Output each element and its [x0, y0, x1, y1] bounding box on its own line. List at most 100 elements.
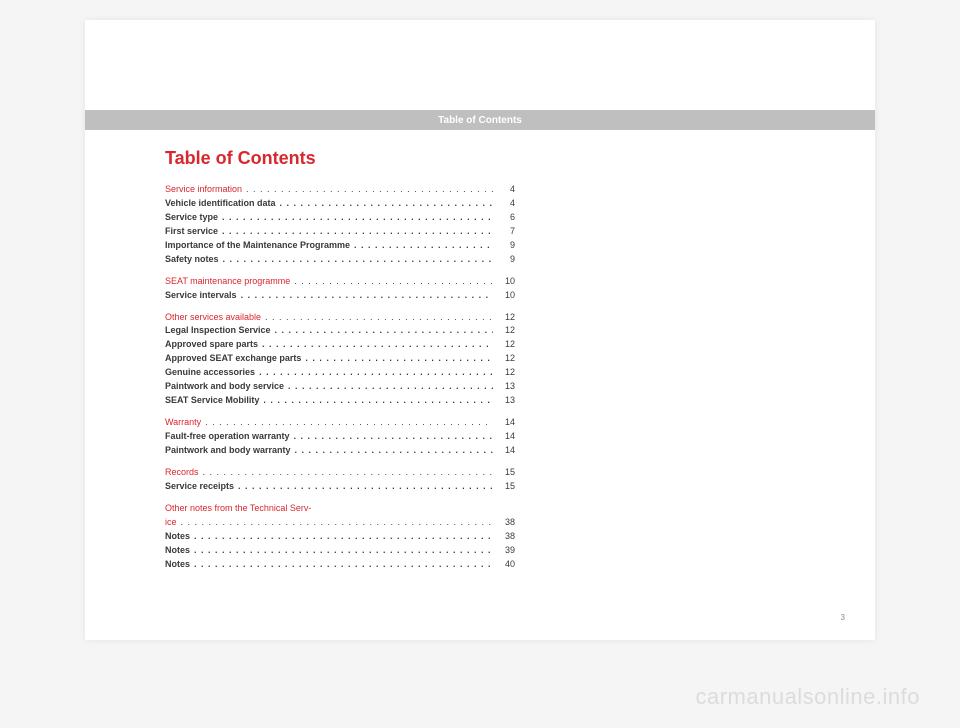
toc-dots: . . . . . . . . . . . . . . . . . . . . … [177, 516, 493, 530]
toc-row: Vehicle identification data. . . . . . .… [165, 197, 515, 211]
toc-row: Legal Inspection Service. . . . . . . . … [165, 324, 515, 338]
toc-label: Legal Inspection Service [165, 324, 271, 338]
toc-label: SEAT Service Mobility [165, 394, 259, 408]
toc-dots: . . . . . . . . . . . . . . . . . . . . … [259, 394, 493, 408]
toc-dots: . . . . . . . . . . . . . . . . . . . . … [290, 275, 493, 289]
toc-row: Warranty. . . . . . . . . . . . . . . . … [165, 416, 515, 430]
toc-dots: . . . . . . . . . . . . . . . . . . . . … [261, 311, 493, 325]
toc-page: 12 [493, 366, 515, 380]
toc-row: Paintwork and body warranty. . . . . . .… [165, 444, 515, 458]
page-number: 3 [841, 613, 845, 622]
toc-row: Records. . . . . . . . . . . . . . . . .… [165, 466, 515, 480]
watermark: carmanualsonline.info [695, 684, 920, 710]
toc-dots: . . . . . . . . . . . . . . . . . . . . … [237, 289, 493, 303]
toc-label: Fault-free operation warranty [165, 430, 290, 444]
toc-page: 10 [493, 275, 515, 289]
toc-page: 38 [493, 516, 515, 530]
toc-row: Notes. . . . . . . . . . . . . . . . . .… [165, 530, 515, 544]
toc-dots: . . . . . . . . . . . . . . . . . . . . … [190, 558, 493, 572]
toc-dots: . . . . . . . . . . . . . . . . . . . . … [291, 444, 493, 458]
toc-row: Fault-free operation warranty. . . . . .… [165, 430, 515, 444]
section-gap [165, 303, 515, 311]
toc-dots: . . . . . . . . . . . . . . . . . . . . … [284, 380, 493, 394]
header-bar: Table of Contents [85, 110, 875, 130]
toc-row: Approved spare parts. . . . . . . . . . … [165, 338, 515, 352]
toc-row: Service receipts. . . . . . . . . . . . … [165, 480, 515, 494]
toc-label: Genuine accessories [165, 366, 255, 380]
toc-page: 12 [493, 311, 515, 325]
header-title: Table of Contents [438, 115, 522, 126]
toc-page: 15 [493, 480, 515, 494]
toc-label: Paintwork and body service [165, 380, 284, 394]
toc-dots: . . . . . . . . . . . . . . . . . . . . … [276, 197, 493, 211]
toc-body: Service information. . . . . . . . . . .… [165, 183, 515, 571]
toc-row: Importance of the Maintenance Programme.… [165, 239, 515, 253]
toc-page: 15 [493, 466, 515, 480]
toc-page: 14 [493, 416, 515, 430]
toc-dots: . . . . . . . . . . . . . . . . . . . . … [234, 480, 493, 494]
toc-label: Other notes from the Technical Serv- [165, 502, 311, 516]
toc-dots: . . . . . . . . . . . . . . . . . . . . … [290, 430, 493, 444]
page-title: Table of Contents [165, 148, 515, 169]
toc-page: 38 [493, 530, 515, 544]
toc-label: First service [165, 225, 218, 239]
toc-row: ice. . . . . . . . . . . . . . . . . . .… [165, 516, 515, 530]
toc-dots: . . . . . . . . . . . . . . . . . . . . … [255, 366, 493, 380]
toc-content: Table of Contents Service information. .… [85, 130, 515, 571]
toc-row: Notes. . . . . . . . . . . . . . . . . .… [165, 558, 515, 572]
toc-row: Approved SEAT exchange parts. . . . . . … [165, 352, 515, 366]
toc-label: Importance of the Maintenance Programme [165, 239, 350, 253]
toc-row: Notes. . . . . . . . . . . . . . . . . .… [165, 544, 515, 558]
toc-row: Other services available. . . . . . . . … [165, 311, 515, 325]
toc-page: 39 [493, 544, 515, 558]
toc-label: Service type [165, 211, 218, 225]
toc-label: Warranty [165, 416, 201, 430]
toc-row: SEAT maintenance programme. . . . . . . … [165, 275, 515, 289]
toc-label: Approved SEAT exchange parts [165, 352, 301, 366]
toc-label: Service intervals [165, 289, 237, 303]
toc-label: Safety notes [165, 253, 219, 267]
toc-page: 12 [493, 338, 515, 352]
toc-label: Approved spare parts [165, 338, 258, 352]
toc-label: Notes [165, 544, 190, 558]
toc-label: ice [165, 516, 177, 530]
toc-page: 9 [493, 239, 515, 253]
toc-page: 10 [493, 289, 515, 303]
toc-dots: . . . . . . . . . . . . . . . . . . . . … [271, 324, 493, 338]
toc-page: 13 [493, 380, 515, 394]
top-spacer [85, 20, 875, 65]
toc-page: 40 [493, 558, 515, 572]
toc-page: 14 [493, 444, 515, 458]
section-gap [165, 494, 515, 502]
toc-row: Service type. . . . . . . . . . . . . . … [165, 211, 515, 225]
toc-row: Genuine accessories. . . . . . . . . . .… [165, 366, 515, 380]
toc-page: 9 [493, 253, 515, 267]
toc-dots: . . . . . . . . . . . . . . . . . . . . … [242, 183, 493, 197]
toc-page: 12 [493, 352, 515, 366]
toc-dots: . . . . . . . . . . . . . . . . . . . . … [258, 338, 493, 352]
document-page: Table of Contents Table of Contents Serv… [85, 20, 875, 640]
toc-page: 7 [493, 225, 515, 239]
toc-label: Service information [165, 183, 242, 197]
toc-dots: . . . . . . . . . . . . . . . . . . . . … [190, 530, 493, 544]
toc-label: Other services available [165, 311, 261, 325]
toc-label: SEAT maintenance programme [165, 275, 290, 289]
toc-row: Service information. . . . . . . . . . .… [165, 183, 515, 197]
toc-dots: . . . . . . . . . . . . . . . . . . . . … [218, 211, 493, 225]
toc-dots: . . . . . . . . . . . . . . . . . . . . … [201, 416, 493, 430]
toc-row: Service intervals. . . . . . . . . . . .… [165, 289, 515, 303]
toc-row: SEAT Service Mobility. . . . . . . . . .… [165, 394, 515, 408]
toc-dots: . . . . . . . . . . . . . . . . . . . . … [199, 466, 493, 480]
section-gap [165, 267, 515, 275]
toc-label: Notes [165, 530, 190, 544]
toc-row: Paintwork and body service. . . . . . . … [165, 380, 515, 394]
toc-page: 13 [493, 394, 515, 408]
section-gap [165, 408, 515, 416]
toc-page: 4 [493, 197, 515, 211]
toc-dots: . . . . . . . . . . . . . . . . . . . . … [218, 225, 493, 239]
toc-dots: . . . . . . . . . . . . . . . . . . . . … [190, 544, 493, 558]
toc-label: Notes [165, 558, 190, 572]
toc-label: Service receipts [165, 480, 234, 494]
toc-page: 6 [493, 211, 515, 225]
toc-page: 14 [493, 430, 515, 444]
